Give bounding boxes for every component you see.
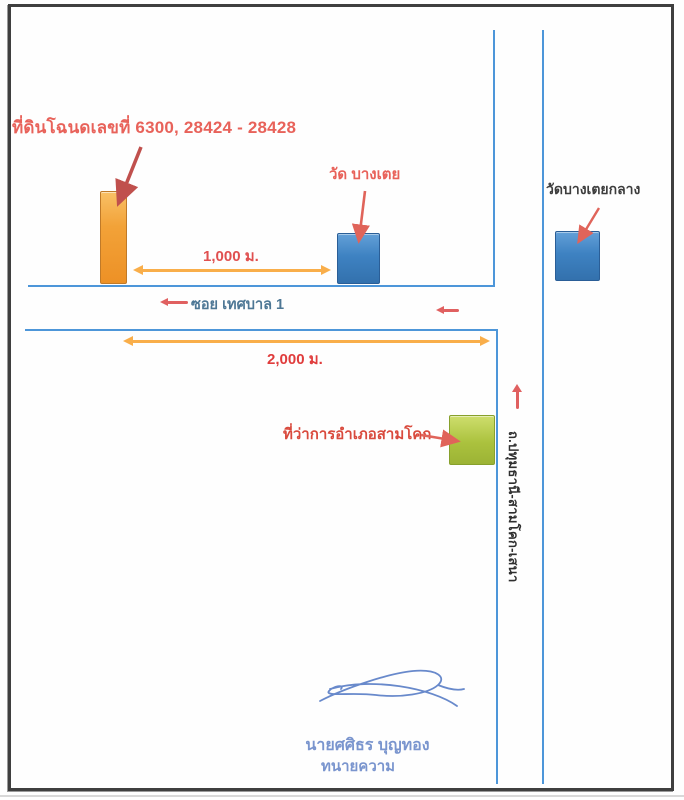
arrow-left-head-icon	[123, 336, 133, 346]
wat-bang-toei-rect	[337, 233, 380, 284]
wat-bang-toei-klang-label: วัดบางเตยกลาง	[546, 181, 641, 197]
distance-2000-arrow	[123, 336, 490, 347]
highway-left-edge-lower	[496, 329, 498, 784]
direction-left-arrow-soi	[160, 298, 188, 307]
district-office-rect	[449, 415, 495, 465]
highway-left-edge-upper	[493, 30, 495, 287]
arrow-up-head-icon	[512, 384, 522, 392]
soi-road-top-edge	[28, 285, 495, 287]
distance-1000-label: 1,000 ม.	[203, 248, 259, 265]
signature-role: ทนายความ	[320, 758, 396, 775]
arrow-right-head-icon	[480, 336, 490, 346]
arrow-right-head-icon	[321, 265, 331, 275]
wat-bang-toei-klang-rect	[555, 231, 600, 281]
arrow-shaft	[443, 309, 459, 313]
soi-road-bottom-edge	[25, 329, 498, 331]
land-plot-rect	[100, 191, 127, 284]
highway-road-name-label: ถ.ปทุมธานี-สามโคก-เสนา	[506, 431, 521, 583]
signature-name: นายศศิธร บุญทอง	[305, 737, 430, 754]
distance-1000-arrow	[133, 265, 331, 276]
direction-left-arrow-junction	[436, 306, 459, 315]
wat-bang-toei-label: วัด บางเตย	[329, 166, 401, 183]
arrow-shaft	[131, 340, 482, 343]
arrow-left-head-icon	[160, 298, 168, 306]
arrow-left-head-icon	[436, 306, 444, 314]
arrow-shaft	[141, 269, 323, 272]
arrow-shaft	[167, 301, 188, 305]
scan-edge-artifact	[0, 795, 684, 797]
deed-title-label: ที่ดินโฉนดเลขที่ 6300, 28424 - 28428	[12, 118, 297, 137]
page-border-frame	[8, 4, 674, 791]
distance-2000-label: 2,000 ม.	[267, 351, 323, 368]
district-office-label: ที่ว่าการอำเภอสามโคก	[283, 426, 432, 443]
direction-up-arrow-highway	[512, 384, 522, 409]
arrow-shaft	[515, 390, 519, 409]
highway-right-edge	[542, 30, 544, 784]
soi-road-name-label: ซอย เทศบาล 1	[191, 297, 285, 313]
arrow-left-head-icon	[133, 265, 143, 275]
